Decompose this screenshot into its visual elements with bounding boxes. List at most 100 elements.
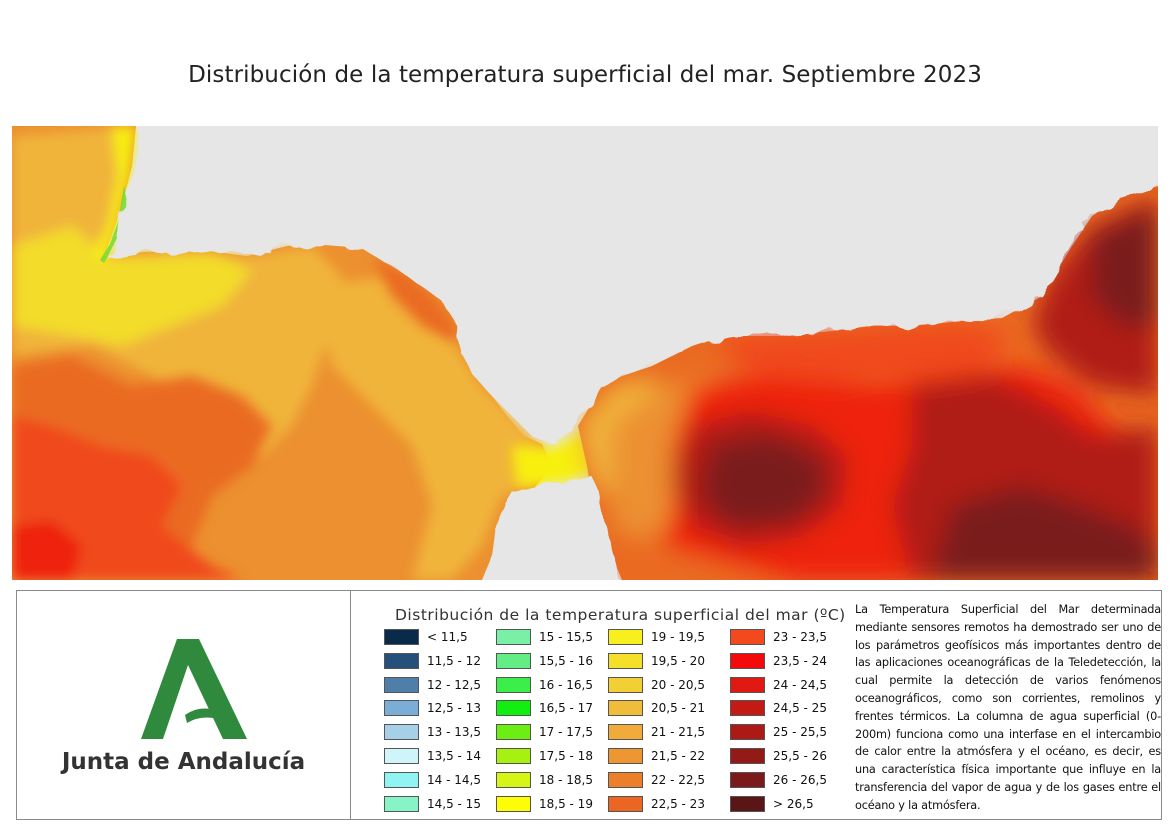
legend-swatch [608,676,643,693]
legend-swatch [730,748,765,764]
legend-label: < 11,5 [427,630,468,644]
legend-item: 17 - 17,5 [496,722,626,742]
legend-item: 18,5 - 19 [496,794,626,814]
legend-item: 12 - 12,5 [384,675,514,695]
logo-a-crossbar [185,708,225,723]
legend-label: 13,5 - 14 [427,749,481,763]
legend-item: 25 - 25,5 [730,722,860,742]
legend-item: 22,5 - 23 [608,794,738,814]
legend-swatch [496,652,531,669]
atlantic-coastal-band [312,276,547,580]
legend-swatch [496,700,531,717]
legend-swatch [496,795,531,812]
legend-item: 20 - 20,5 [608,675,738,695]
legend-swatch [730,771,765,788]
legend-swatch [608,652,643,669]
legend-swatch [496,676,531,693]
legend-label: 25 - 25,5 [773,725,827,740]
legend-swatch [608,629,643,645]
legend-swatch [384,795,419,812]
legend-swatch [384,724,419,741]
legend-label: 11,5 - 12 [427,653,481,668]
legend-swatch [730,700,765,717]
legend-label: 19,5 - 20 [651,653,705,668]
description-text: La Temperatura Superficial del Mar deter… [855,603,1161,812]
legend-item: 25,5 - 26 [730,746,860,766]
legend-swatch [496,771,531,788]
legend-item: > 26,5 [730,794,860,814]
legend-label: 23 - 23,5 [773,630,827,644]
northeast-coastal-core [1092,206,1158,326]
legend-swatch [384,748,419,764]
legend-swatch [608,795,643,812]
legend-label: 17,5 - 18 [539,749,593,763]
legend-swatch [384,652,419,669]
legend-item: 24 - 24,5 [730,675,860,695]
atlantic-southwest-hotspot [12,521,82,580]
western-gyre-core [702,436,822,526]
legend-label: 19 - 19,5 [651,630,705,644]
map-canvas [12,126,1158,580]
legend-item: 15 - 15,5 [496,627,626,647]
logo-a-shape [141,639,247,739]
legend-item: 19,5 - 20 [608,651,738,671]
legend-swatch [608,724,643,741]
eastern-alboran-core [932,486,1158,580]
legend-swatch [608,700,643,717]
legend-label: 22 - 22,5 [651,772,705,787]
legend-item: 22 - 22,5 [608,770,738,790]
legend-label: 21,5 - 22 [651,749,705,763]
legend-item: 12,5 - 13 [384,698,514,718]
legend-label: 22,5 - 23 [651,796,705,811]
legend-label: 16 - 16,5 [539,677,593,692]
atlantic-cape-warm [372,256,460,341]
legend-label: 23,5 - 24 [773,653,827,668]
legend-item: 19 - 19,5 [608,627,738,647]
legend-swatch [730,724,765,741]
legend-label: 18,5 - 19 [539,796,593,811]
junta-logo-icon [141,639,247,739]
legend-swatch [384,700,419,717]
legend-label: 20,5 - 21 [651,701,705,716]
legend-swatch [608,771,643,788]
legend-item: 16,5 - 17 [496,698,626,718]
legend-item: 23 - 23,5 [730,627,860,647]
legend-label: 13 - 13,5 [427,725,481,740]
legend-item: 23,5 - 24 [730,651,860,671]
legend-item: 21 - 21,5 [608,722,738,742]
legend-label: 18 - 18,5 [539,772,593,787]
legend-label: 14,5 - 15 [427,796,481,811]
coastal-green-edge [100,186,130,263]
legend-item: 14 - 14,5 [384,770,514,790]
legend-item: 18 - 18,5 [496,770,626,790]
legend-label: 14 - 14,5 [427,772,481,787]
legend-item: 15,5 - 16 [496,651,626,671]
legend-item: 24,5 - 25 [730,698,860,718]
alboran-north [712,324,1012,386]
legend-item: 11,5 - 12 [384,651,514,671]
legend-label: 12 - 12,5 [427,677,481,692]
atlantic-yellow-plume [12,226,252,346]
legend-label: 17 - 17,5 [539,725,593,740]
legend-item: 16 - 16,5 [496,675,626,695]
legend-item: 20,5 - 21 [608,698,738,718]
legend-label: 12,5 - 13 [427,701,481,716]
legend-label: 15,5 - 16 [539,653,593,668]
legend-item: 13,5 - 14 [384,746,514,766]
legend-item: 14,5 - 15 [384,794,514,814]
alboran-south-coast [612,526,792,580]
sea-temperature-map [12,126,1158,580]
legend-swatch [608,748,643,764]
legend-label: 20 - 20,5 [651,677,705,692]
legend-swatch [384,676,419,693]
legend-label: 24 - 24,5 [773,677,827,692]
iberia-land [108,126,1158,444]
legend-swatch [730,795,765,812]
legend-item: 17,5 - 18 [496,746,626,766]
coastal-cold-upwelling [92,126,136,262]
legend-item: 21,5 - 22 [608,746,738,766]
africa-land [489,476,620,580]
legend-panel: Junta de Andalucía Distribución de la te… [16,590,1162,820]
legend-swatch [384,771,419,788]
temperature-legend: Distribución de la temperatura superfici… [351,591,847,819]
